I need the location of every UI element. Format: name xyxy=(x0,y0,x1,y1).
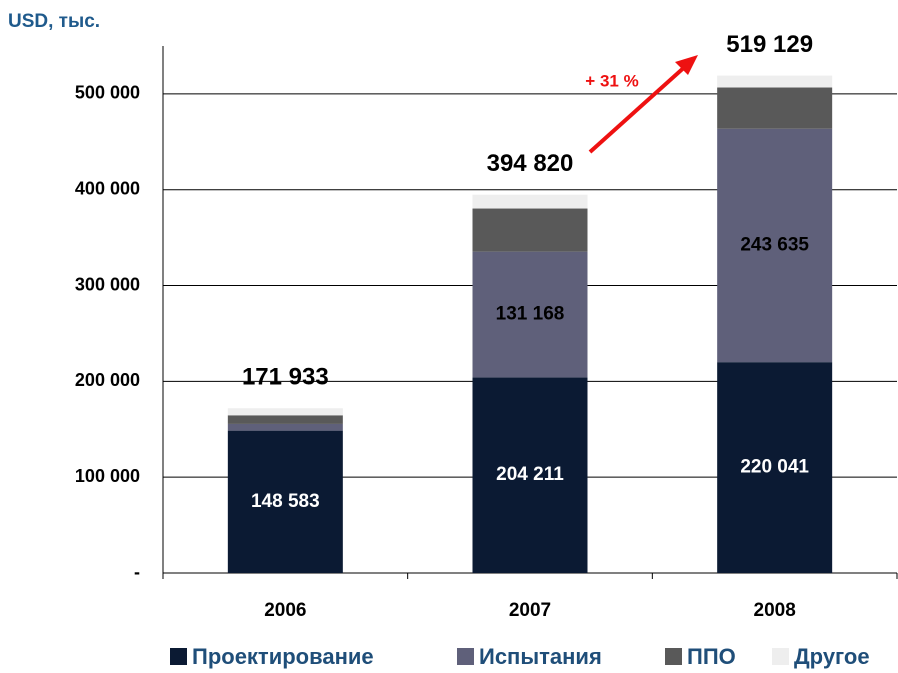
bar-segment xyxy=(717,362,833,573)
legend-label: Испытания xyxy=(479,644,602,669)
bar-segment xyxy=(227,408,343,416)
data-label: 220 041 xyxy=(740,457,809,478)
bar-segment xyxy=(472,194,588,209)
x-tick-label: 2008 xyxy=(754,600,796,621)
arrow-head xyxy=(675,55,698,75)
legend-swatch xyxy=(665,648,682,665)
total-label: 394 820 xyxy=(487,150,574,177)
x-tick-label: 2007 xyxy=(509,600,551,621)
x-tick-label: 2006 xyxy=(264,600,306,621)
legend-label: Другое xyxy=(794,644,870,669)
y-tick-label: 200 000 xyxy=(75,370,140,390)
data-label: 243 635 xyxy=(740,234,809,255)
legend-swatch xyxy=(772,648,789,665)
legend-label: ППО xyxy=(687,644,736,669)
growth-arrow xyxy=(588,62,690,154)
y-tick-label: 500 000 xyxy=(75,83,140,103)
total-label: 171 933 xyxy=(242,364,329,391)
bar-segment xyxy=(472,208,588,252)
y-tick-label: 100 000 xyxy=(75,466,140,486)
y-tick-label: - xyxy=(134,562,140,582)
legend-swatch xyxy=(457,648,474,665)
legend-swatch xyxy=(170,648,187,665)
data-label: 148 583 xyxy=(251,491,320,512)
bar-segment xyxy=(717,87,833,129)
data-label: 131 168 xyxy=(496,304,565,325)
bar-segment xyxy=(227,430,343,573)
y-tick-label: 300 000 xyxy=(75,274,140,294)
bar-segment xyxy=(472,377,588,573)
bar-segment xyxy=(717,128,833,363)
y-tick-label: 400 000 xyxy=(75,178,140,198)
growth-label: + 31 % xyxy=(585,71,638,90)
bar-segment xyxy=(472,251,588,378)
bar-segment xyxy=(227,415,343,424)
bar-segment xyxy=(227,423,343,431)
bar-segment xyxy=(717,75,833,88)
legend-label: Проектирование xyxy=(192,644,374,669)
data-label: 204 211 xyxy=(496,464,564,485)
unit-label: USD, тыс. xyxy=(8,11,100,32)
total-label: 519 129 xyxy=(726,31,813,58)
